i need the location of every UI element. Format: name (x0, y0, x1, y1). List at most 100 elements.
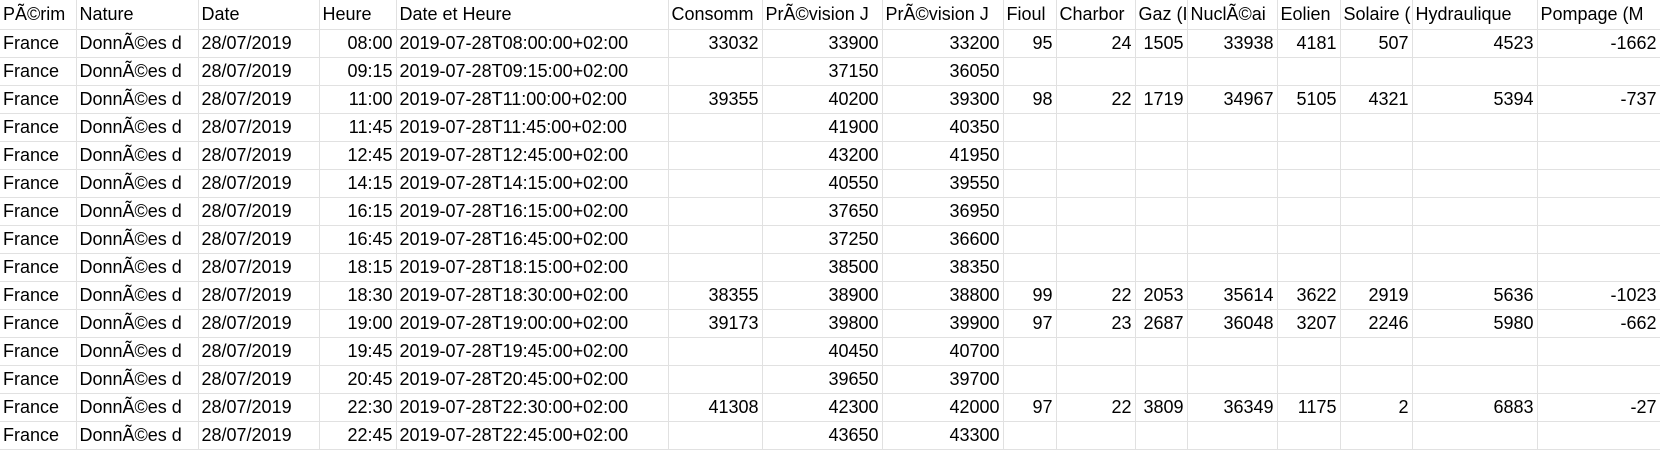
table-cell[interactable]: 38355 (668, 281, 763, 310)
table-cell[interactable]: DonnÃ©es d (76, 197, 199, 226)
column-header-cell[interactable]: NuclÃ©ai (1187, 0, 1278, 30)
table-cell[interactable]: 38900 (762, 281, 883, 310)
table-cell[interactable]: 11:45 (319, 113, 397, 142)
table-cell[interactable] (1187, 421, 1278, 450)
table-cell[interactable] (1340, 113, 1413, 142)
table-cell[interactable]: DonnÃ©es d (76, 421, 199, 450)
table-cell[interactable] (1412, 169, 1538, 198)
table-cell[interactable] (1277, 365, 1341, 394)
table-cell[interactable]: 4181 (1277, 29, 1341, 58)
table-cell[interactable]: 4523 (1412, 29, 1538, 58)
table-cell[interactable]: DonnÃ©es d (76, 225, 199, 254)
table-cell[interactable]: 33900 (762, 29, 883, 58)
table-cell[interactable]: 19:00 (319, 309, 397, 338)
table-cell[interactable]: 28/07/2019 (198, 197, 320, 226)
table-cell[interactable] (1340, 253, 1413, 282)
table-cell[interactable]: 1719 (1135, 85, 1188, 114)
table-cell[interactable]: France (0, 393, 77, 422)
table-cell[interactable]: 33938 (1187, 29, 1278, 58)
table-cell[interactable]: 3622 (1277, 281, 1341, 310)
table-cell[interactable]: France (0, 253, 77, 282)
table-cell[interactable]: France (0, 337, 77, 366)
table-cell[interactable]: 40200 (762, 85, 883, 114)
table-cell[interactable]: DonnÃ©es d (76, 57, 199, 86)
table-cell[interactable]: France (0, 421, 77, 450)
table-cell[interactable]: -27 (1537, 393, 1660, 422)
table-cell[interactable] (1003, 365, 1057, 394)
table-cell[interactable]: 28/07/2019 (198, 85, 320, 114)
table-cell[interactable]: 2019-07-28T19:00:00+02:00 (396, 309, 669, 338)
table-cell[interactable]: 97 (1003, 393, 1057, 422)
table-cell[interactable] (1277, 57, 1341, 86)
table-cell[interactable]: 2019-07-28T20:45:00+02:00 (396, 365, 669, 394)
table-cell[interactable]: 22 (1056, 281, 1136, 310)
table-cell[interactable]: 36950 (882, 197, 1004, 226)
table-cell[interactable]: 36048 (1187, 309, 1278, 338)
table-cell[interactable] (1412, 57, 1538, 86)
table-cell[interactable]: DonnÃ©es d (76, 113, 199, 142)
table-cell[interactable]: 42300 (762, 393, 883, 422)
table-cell[interactable] (1056, 141, 1136, 170)
table-cell[interactable]: DonnÃ©es d (76, 29, 199, 58)
table-cell[interactable] (1537, 337, 1660, 366)
table-cell[interactable]: 5105 (1277, 85, 1341, 114)
table-cell[interactable] (1340, 421, 1413, 450)
table-cell[interactable]: 1505 (1135, 29, 1188, 58)
table-cell[interactable]: 33200 (882, 29, 1004, 58)
table-cell[interactable]: 28/07/2019 (198, 309, 320, 338)
table-cell[interactable]: France (0, 29, 77, 58)
table-cell[interactable] (1537, 225, 1660, 254)
table-cell[interactable]: 38500 (762, 253, 883, 282)
table-cell[interactable] (1277, 197, 1341, 226)
table-cell[interactable]: 3207 (1277, 309, 1341, 338)
table-cell[interactable]: 22:45 (319, 421, 397, 450)
table-cell[interactable]: 28/07/2019 (198, 57, 320, 86)
table-cell[interactable] (1003, 225, 1057, 254)
table-cell[interactable] (1412, 225, 1538, 254)
table-cell[interactable] (1187, 113, 1278, 142)
table-cell[interactable] (1187, 57, 1278, 86)
table-cell[interactable]: 28/07/2019 (198, 169, 320, 198)
table-cell[interactable]: DonnÃ©es d (76, 393, 199, 422)
table-cell[interactable]: 99 (1003, 281, 1057, 310)
table-cell[interactable] (1537, 253, 1660, 282)
table-cell[interactable] (1412, 421, 1538, 450)
table-cell[interactable] (1340, 141, 1413, 170)
table-cell[interactable]: 43650 (762, 421, 883, 450)
table-cell[interactable] (668, 225, 763, 254)
table-cell[interactable]: 2019-07-28T12:45:00+02:00 (396, 141, 669, 170)
table-cell[interactable]: France (0, 113, 77, 142)
table-cell[interactable]: DonnÃ©es d (76, 309, 199, 338)
table-cell[interactable]: 2019-07-28T08:00:00+02:00 (396, 29, 669, 58)
table-cell[interactable]: 2019-07-28T11:45:00+02:00 (396, 113, 669, 142)
table-cell[interactable] (1056, 113, 1136, 142)
table-cell[interactable] (1135, 253, 1188, 282)
table-cell[interactable]: France (0, 309, 77, 338)
column-header-cell[interactable]: Hydraulique (1412, 0, 1538, 30)
table-cell[interactable] (668, 253, 763, 282)
table-cell[interactable]: DonnÃ©es d (76, 85, 199, 114)
table-cell[interactable]: 28/07/2019 (198, 281, 320, 310)
table-cell[interactable] (1537, 57, 1660, 86)
table-cell[interactable] (668, 197, 763, 226)
table-cell[interactable]: 2019-07-28T19:45:00+02:00 (396, 337, 669, 366)
table-cell[interactable]: 28/07/2019 (198, 225, 320, 254)
table-cell[interactable]: France (0, 85, 77, 114)
table-cell[interactable] (1135, 421, 1188, 450)
table-cell[interactable]: 28/07/2019 (198, 393, 320, 422)
table-cell[interactable] (668, 141, 763, 170)
table-cell[interactable]: 41950 (882, 141, 1004, 170)
table-cell[interactable]: 38800 (882, 281, 1004, 310)
table-cell[interactable]: 37150 (762, 57, 883, 86)
table-cell[interactable] (1003, 253, 1057, 282)
table-cell[interactable] (1277, 169, 1341, 198)
table-cell[interactable] (668, 337, 763, 366)
column-header-cell[interactable]: PÃ©rim (0, 0, 77, 30)
table-cell[interactable]: DonnÃ©es d (76, 141, 199, 170)
table-cell[interactable]: 2019-07-28T11:00:00+02:00 (396, 85, 669, 114)
table-cell[interactable]: 2019-07-28T22:30:00+02:00 (396, 393, 669, 422)
table-cell[interactable]: 16:45 (319, 225, 397, 254)
table-cell[interactable] (1412, 337, 1538, 366)
table-cell[interactable] (1003, 169, 1057, 198)
table-cell[interactable]: 6883 (1412, 393, 1538, 422)
